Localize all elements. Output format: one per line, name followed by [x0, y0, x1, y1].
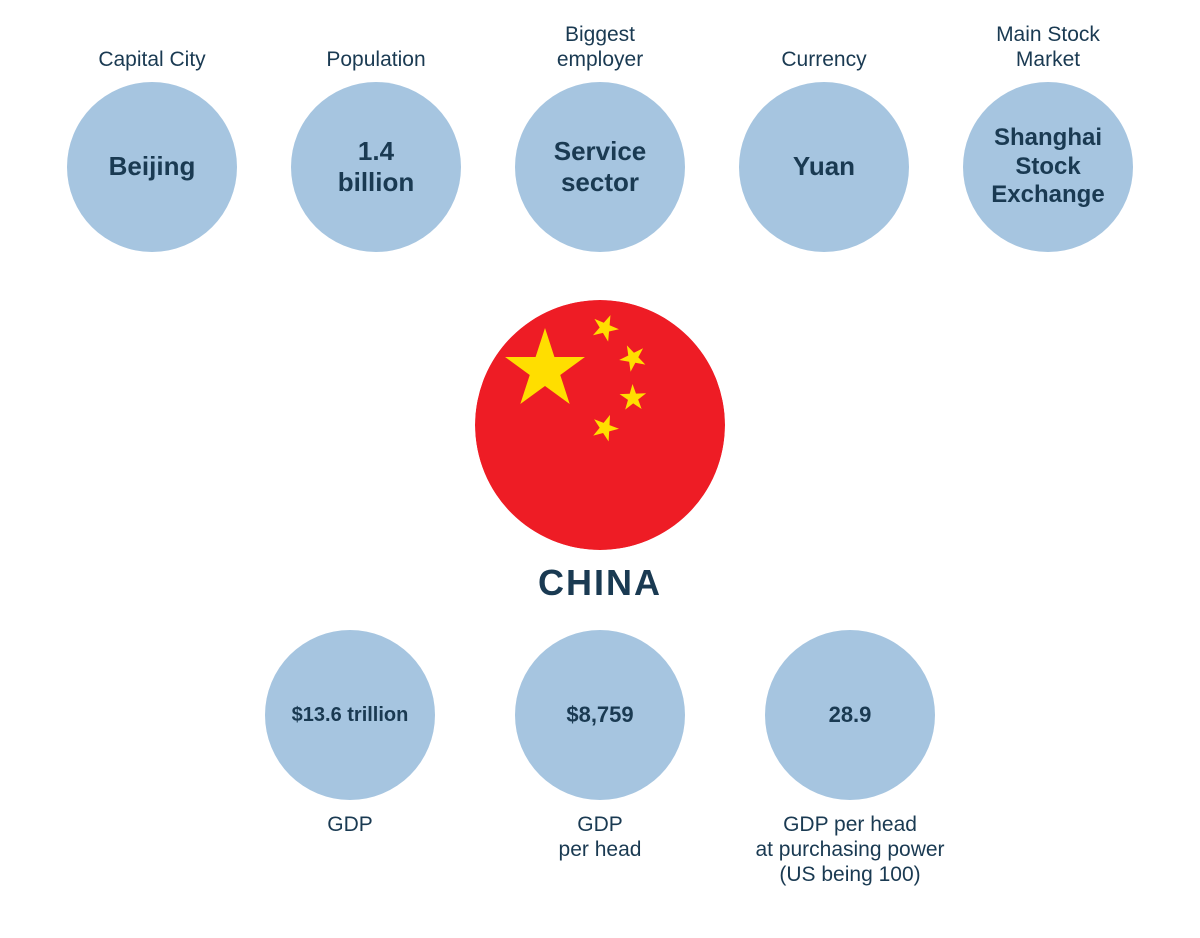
stat-label: GDP per head at purchasing power (US bei…: [755, 812, 944, 888]
stat-circle: $8,759: [515, 630, 685, 800]
stat-circle: 28.9: [765, 630, 935, 800]
stat-circle: 1.4 billion: [291, 82, 461, 252]
stat-stock-market: Main Stock Market Shanghai Stock Exchang…: [948, 20, 1148, 252]
stat-label: Currency: [781, 20, 866, 72]
stat-value: Yuan: [793, 151, 855, 182]
stat-circle: Yuan: [739, 82, 909, 252]
stat-label: GDP: [327, 812, 373, 837]
stat-capital-city: Capital City Beijing: [52, 20, 252, 252]
stat-label: Biggest employer: [557, 20, 643, 72]
stat-gdp-ppp: 28.9 GDP per head at purchasing power (U…: [750, 630, 950, 888]
stat-gdp: $13.6 trillion GDP: [250, 630, 450, 888]
stat-label: Population: [326, 20, 425, 72]
china-flag-icon: [475, 300, 725, 550]
stat-label: Capital City: [98, 20, 205, 72]
stat-value: $13.6 trillion: [292, 703, 409, 727]
stat-label: Main Stock Market: [996, 20, 1100, 72]
stat-circle: Shanghai Stock Exchange: [963, 82, 1133, 252]
stat-circle: Beijing: [67, 82, 237, 252]
top-stats-row: Capital City Beijing Population 1.4 bill…: [0, 20, 1200, 252]
stat-circle: Service sector: [515, 82, 685, 252]
stat-value: 28.9: [829, 702, 872, 728]
stat-biggest-employer: Biggest employer Service sector: [500, 20, 700, 252]
bottom-stats-row: $13.6 trillion GDP $8,759 GDP per head 2…: [0, 630, 1200, 888]
stat-gdp-per-head: $8,759 GDP per head: [500, 630, 700, 888]
stat-value: Beijing: [109, 151, 196, 182]
stat-label: GDP per head: [559, 812, 642, 862]
stat-currency: Currency Yuan: [724, 20, 924, 252]
stat-circle: $13.6 trillion: [265, 630, 435, 800]
country-name: CHINA: [538, 562, 662, 604]
stat-value: $8,759: [566, 702, 633, 728]
country-center: CHINA: [475, 300, 725, 604]
stat-value: 1.4 billion: [338, 136, 415, 198]
stat-population: Population 1.4 billion: [276, 20, 476, 252]
stat-value: Service sector: [554, 136, 647, 198]
stat-value: Shanghai Stock Exchange: [991, 124, 1104, 210]
